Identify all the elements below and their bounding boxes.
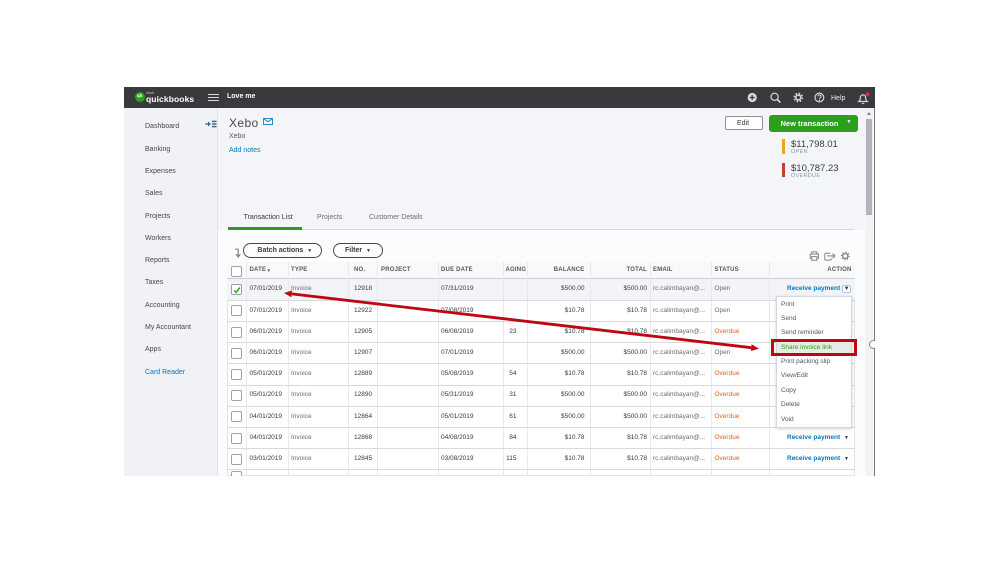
- svg-text:Help: Help: [831, 95, 846, 102]
